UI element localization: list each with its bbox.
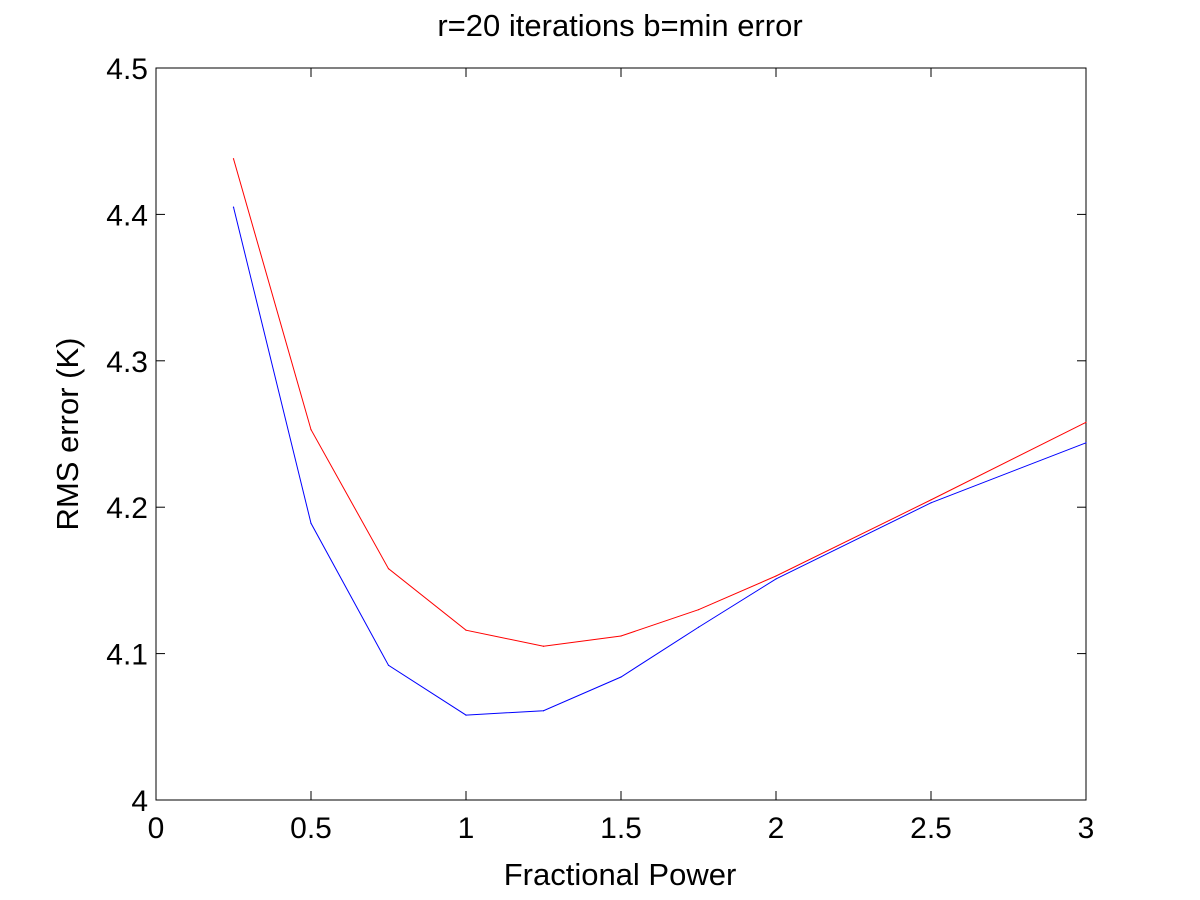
plot-area: 0 0.5 1 1.5 2 2.5 3 4 4.1 4.2 4.3 4.4 4.5	[106, 53, 1094, 845]
y-tick-label: 4.2	[106, 492, 148, 525]
x-tick-label: 3	[1078, 812, 1095, 845]
data-point-r	[620, 635, 622, 637]
x-tick-label: 0.5	[290, 812, 332, 845]
data-point-b	[542, 710, 545, 712]
data-point-b	[930, 502, 932, 504]
chart-title: r=20 iterations b=min error	[437, 8, 802, 43]
data-point-r	[465, 629, 467, 631]
data-point-b	[387, 664, 390, 666]
data-point-b	[232, 206, 235, 208]
series-lines	[232, 158, 1087, 716]
data-point-r	[697, 609, 700, 611]
y-tick-label: 4.4	[106, 199, 148, 232]
x-tick-label: 1	[458, 812, 475, 845]
y-axis: 4 4.1 4.2 4.3 4.4 4.5	[106, 53, 1086, 818]
y-tick-label: 4.1	[106, 639, 148, 672]
y-tick-label: 4.5	[106, 53, 148, 86]
x-tick-label: 1.5	[600, 812, 642, 845]
data-point-b	[1085, 442, 1087, 444]
data-point-r	[387, 568, 390, 570]
series-b	[232, 206, 1087, 716]
series-r	[232, 158, 1087, 647]
data-point-r	[775, 575, 777, 577]
y-tick-label: 4.3	[106, 346, 148, 379]
x-tick-label: 2.5	[910, 812, 952, 845]
y-tick-label: 4	[131, 785, 148, 818]
data-point-b	[697, 626, 700, 628]
data-point-r	[310, 429, 312, 431]
data-point-b	[465, 714, 467, 716]
y-axis-label: RMS error (K)	[50, 338, 85, 531]
x-axis: 0 0.5 1 1.5 2 2.5 3	[148, 68, 1095, 845]
axes-box	[155, 67, 1087, 801]
data-point-r	[542, 645, 545, 647]
series-line-b	[233, 206, 1087, 716]
series-line-r	[233, 158, 1087, 647]
x-axis-label: Fractional Power	[504, 857, 737, 892]
data-point-r	[232, 158, 235, 160]
data-point-b	[310, 522, 312, 524]
data-point-b	[620, 676, 622, 678]
data-point-b	[775, 578, 777, 580]
x-tick-label: 2	[768, 812, 785, 845]
x-tick-label: 0	[148, 812, 165, 845]
data-point-r	[930, 499, 932, 501]
data-point-r	[1085, 421, 1087, 423]
